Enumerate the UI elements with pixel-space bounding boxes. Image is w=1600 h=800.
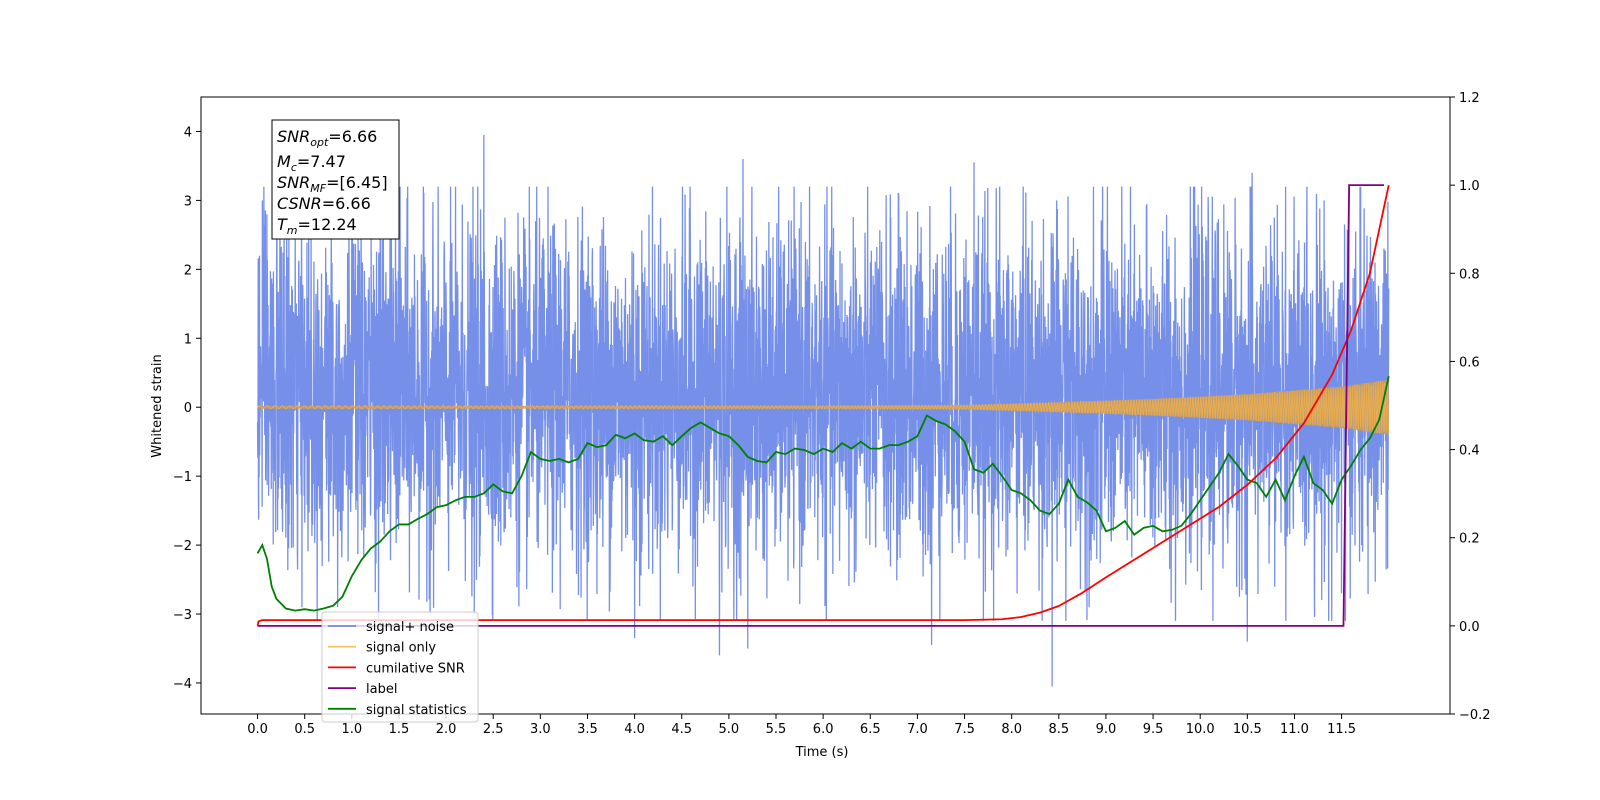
y2-tick-label: 0.2 [1459,532,1480,547]
stats-annotation-box: SNRopt=6.66Mc=7.47SNRMF=[6.45]CSNR=6.66T… [271,119,400,240]
y-tick-label: 1 [184,332,192,347]
x-axis: 0.0 0.5 1.0 1.5 2.0 2.5 3.0 3.5 4.0 4.5 5.0 5.5 6.0 6… [247,714,1356,737]
legend-entry: signal statistics [366,703,467,718]
annotation-subscript: m [287,224,298,237]
y2-tick-label: 0.4 [1459,444,1480,459]
x-tick-label: 6.0 [813,722,834,737]
y-tick-label: 4 [184,125,192,140]
annotation-value: =12.24 [298,215,357,234]
x-tick-label: 3.5 [577,722,598,737]
annotation-subscript: c [291,161,297,174]
x-tick-label: 11.5 [1327,722,1356,737]
y2-tick-label: 0.8 [1459,267,1480,282]
x-tick-label: 1.0 [341,722,362,737]
y2-tick-label: 0.0 [1459,620,1480,635]
plot-frame [200,96,1451,715]
y-tick-label: −4 [173,677,192,692]
x-tick-label: 5.5 [766,722,787,737]
annotation-value: =6.66 [328,127,377,146]
y-tick-label: −1 [173,470,192,485]
x-axis-label: Time (s) [795,745,849,760]
annotation-subscript: opt [310,136,329,149]
x-tick-label: 0.5 [294,722,315,737]
legend-entry: cumilative SNR [366,661,465,676]
y2-tick-label: 0.6 [1459,355,1480,370]
y-tick-label: 0 [184,401,192,416]
legend-frame [321,611,479,723]
legend-entry: label [366,682,397,697]
x-tick-label: 3.0 [530,722,551,737]
annotation-value: =[6.45] [326,173,388,192]
legend: signal+ noise signal only cumilative SNR la… [321,611,479,723]
annotation-line: CSNR=6.66 [277,194,371,213]
y-tick-label: −3 [173,608,192,623]
y-axis-label: Whitened strain [150,354,165,457]
x-tick-label: 2.5 [483,722,504,737]
series-signal-statistics [256,376,1390,612]
y2-tick-label: 1.0 [1459,179,1480,194]
y-axis-left: −4 −3 −2 −1 0 1 2 3 4 [173,125,201,692]
series-signal-noise [256,134,1390,687]
x-tick-label: 9.0 [1096,722,1117,737]
legend-entry: signal only [366,641,436,656]
x-tick-label: 5.0 [719,722,740,737]
annotation-subscript: MF [310,182,326,195]
legend-entry: signal+ noise [366,620,454,635]
x-tick-label: 8.0 [1001,722,1022,737]
x-tick-label: 9.5 [1143,722,1164,737]
series-label [257,184,1385,627]
series-signal-only-envelope [257,379,1389,435]
x-tick-label: 7.5 [954,722,975,737]
annotation-line: SNRopt=6.66 [277,127,377,149]
x-tick-label: 10.0 [1186,722,1215,737]
x-tick-label: 0.0 [247,722,268,737]
annotation-symbol: CSNR [277,194,322,213]
annotation-symbol: T [277,215,288,234]
x-tick-label: 8.5 [1048,722,1069,737]
y-axis-right: −0.2 0.0 0.2 0.4 0.6 0.8 1.0 1.2 [1450,91,1491,723]
annotation-symbol: M [277,152,291,171]
annotation-line: Tm=12.24 [277,215,357,237]
x-tick-label: 11.0 [1280,722,1309,737]
annotation-frame [271,119,400,240]
annotation-value: =7.47 [297,152,346,171]
x-tick-label: 2.0 [436,722,457,737]
y-tick-label: −2 [173,539,192,554]
annotation-line: SNRMF=[6.45] [277,173,388,195]
x-tick-label: 6.5 [860,722,881,737]
x-tick-label: 7.0 [907,722,928,737]
y2-tick-label: −0.2 [1459,708,1491,723]
annotation-symbol: SNR [277,127,310,146]
x-tick-label: 4.0 [624,722,645,737]
series-layer [256,134,1390,687]
x-tick-label: 10.5 [1233,722,1262,737]
annotation-value: =6.66 [322,194,371,213]
series-signal-only [257,381,1390,434]
x-tick-label: 1.5 [389,722,410,737]
annotation-line: Mc=7.47 [277,152,346,174]
y-tick-label: 2 [184,263,192,278]
y-tick-label: 3 [184,194,192,209]
y2-tick-label: 1.2 [1459,91,1480,106]
series-cumulative-snr [256,184,1390,627]
x-tick-label: 4.5 [671,722,692,737]
annotation-symbol: SNR [277,173,310,192]
